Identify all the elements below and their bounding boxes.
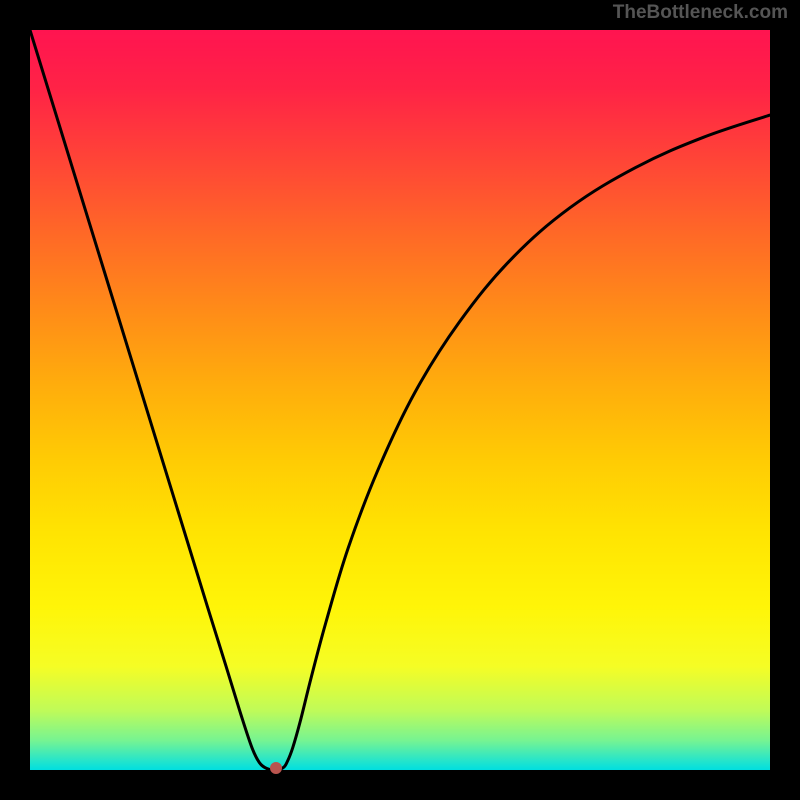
- chart-container: TheBottleneck.com: [0, 0, 800, 800]
- minimum-marker: [270, 762, 282, 774]
- attribution-label: TheBottleneck.com: [613, 2, 788, 24]
- plot-area: [30, 30, 770, 770]
- bottleneck-curve: [30, 30, 770, 770]
- curve-overlay: [30, 30, 770, 770]
